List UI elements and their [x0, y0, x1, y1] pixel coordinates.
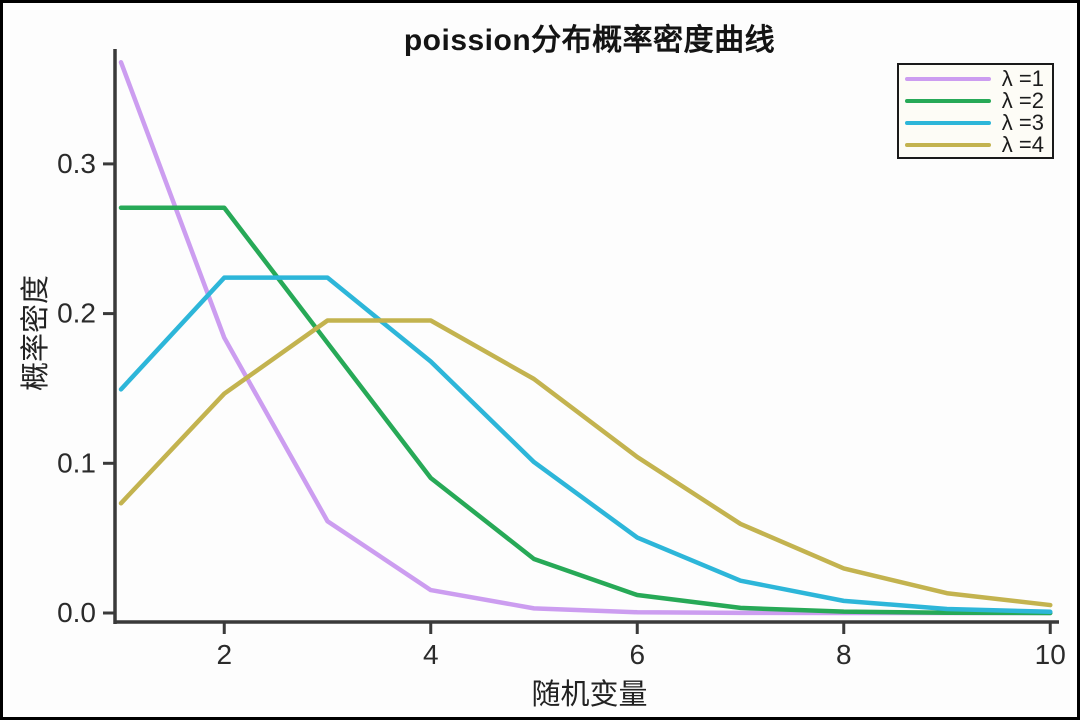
- x-tick-label: 6: [629, 639, 645, 670]
- legend-label: λ =2: [1001, 88, 1044, 113]
- legend-item: λ =3: [905, 112, 1044, 134]
- plot-area: 0.0 0.1 0.2 0.3 2 4 6 8 10: [57, 49, 1066, 670]
- legend-item: λ =2: [905, 90, 1044, 112]
- x-tick-label: 2: [216, 639, 232, 670]
- series-line-4: [118, 318, 1053, 608]
- x-tick-label: 4: [423, 639, 439, 670]
- legend-line-swatch: [905, 120, 991, 126]
- y-tick-label: 0.3: [57, 148, 96, 179]
- legend-label: λ =3: [1001, 110, 1044, 135]
- y-tick-label: 0.1: [57, 447, 96, 478]
- legend-line-swatch: [905, 142, 991, 148]
- series-line-2: [118, 205, 1053, 616]
- legend-label: λ =4: [1001, 132, 1044, 157]
- legend-item: λ =1: [905, 68, 1044, 90]
- legend-line-swatch: [905, 98, 991, 104]
- legend-item: λ =4: [905, 134, 1044, 156]
- y-tick-label: 0.2: [57, 298, 96, 329]
- chart-title: poission分布概率密度曲线: [403, 24, 776, 57]
- legend-line-swatch: [905, 76, 991, 82]
- x-axis-label: 随机变量: [531, 679, 648, 711]
- legend-label: λ =1: [1001, 66, 1044, 91]
- chart-figure: poission分布概率密度曲线 概率密度 0.0 0.1 0.2 0.3 2 4 6 8 10…: [3, 3, 1077, 717]
- series-line-3: [118, 275, 1053, 615]
- y-tick-label: 0.0: [57, 597, 96, 628]
- x-tick-label: 10: [1035, 639, 1066, 670]
- x-tick-label: 8: [836, 639, 852, 670]
- legend: λ =1 λ =2 λ =3 λ =4: [897, 63, 1054, 159]
